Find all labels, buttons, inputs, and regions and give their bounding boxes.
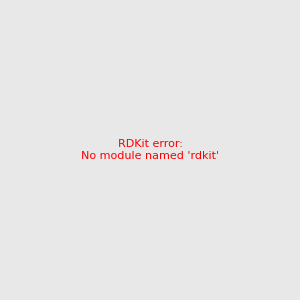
Text: RDKit error:
No module named 'rdkit': RDKit error: No module named 'rdkit' bbox=[81, 139, 219, 161]
